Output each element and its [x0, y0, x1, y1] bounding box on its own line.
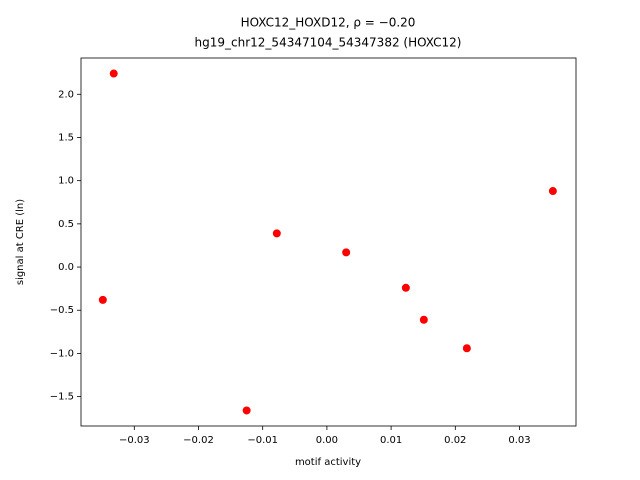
- y-tick-label: 1.0: [58, 176, 74, 187]
- y-tick-label: −1.5: [50, 392, 74, 403]
- x-tick-label: 0.03: [508, 435, 530, 446]
- point: [401, 283, 410, 292]
- y-axis-label: signal at CRE (ln): [15, 199, 26, 285]
- y-tick-label: 1.5: [58, 132, 74, 143]
- y-tick-label: −0.5: [50, 305, 74, 316]
- chart-subtitle: hg19_chr12_54347104_54347382 (HOXC12): [195, 36, 462, 50]
- x-tick-label: 0.00: [316, 435, 338, 446]
- x-tick-label: −0.03: [119, 435, 150, 446]
- point: [548, 187, 557, 196]
- y-tick-label: 0.0: [58, 262, 74, 273]
- point: [98, 295, 107, 304]
- point: [462, 344, 471, 353]
- x-tick-label: 0.01: [380, 435, 402, 446]
- y-tick-label: 2.0: [58, 89, 74, 100]
- y-tick-label: −1.0: [50, 348, 74, 359]
- chart-title: HOXC12_HOXD12, ρ = −0.20: [241, 16, 416, 30]
- point: [419, 315, 428, 324]
- x-axis-label: motif activity: [295, 457, 361, 468]
- plot-frame: [80, 57, 577, 427]
- x-tick-label: −0.02: [183, 435, 214, 446]
- point: [109, 69, 118, 78]
- y-tick-label: 0.5: [58, 219, 74, 230]
- point: [242, 406, 251, 415]
- point: [272, 229, 281, 238]
- point: [342, 248, 351, 257]
- x-tick-label: 0.02: [444, 435, 466, 446]
- x-tick-label: −0.01: [247, 435, 278, 446]
